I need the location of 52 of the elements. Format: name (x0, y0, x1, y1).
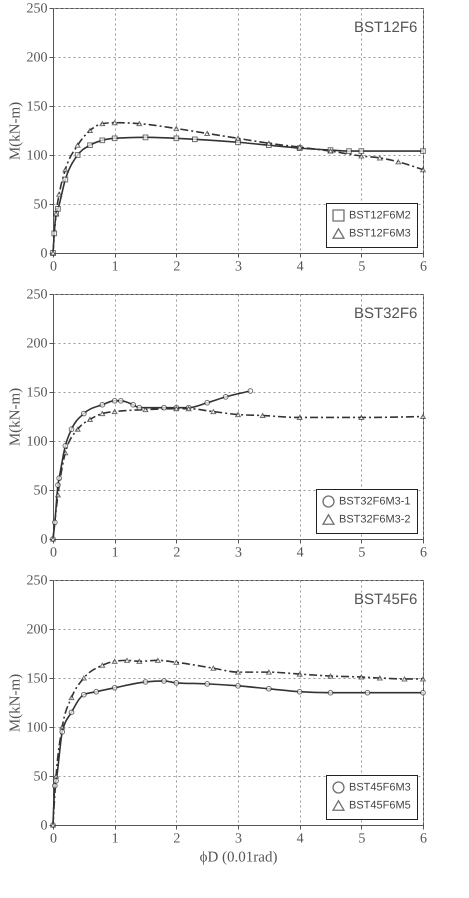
y-tick-label: 250 (26, 288, 48, 302)
text: BST12F6 (354, 19, 418, 36)
x-tick-label: 0 (50, 546, 57, 560)
x-tick-label: 2 (173, 260, 180, 274)
legend-label: BST12F6M2 (349, 210, 411, 222)
x-tick-label: 0 (50, 832, 57, 846)
y-tick-label: 0 (40, 818, 48, 834)
x-tick-label: 2 (173, 546, 180, 560)
x-tick-label: 3 (235, 260, 242, 274)
x-tick-label: 1 (112, 832, 119, 846)
legend-label: BST12F6M3 (349, 228, 411, 240)
legend-label: BST32F6M3-1 (339, 496, 411, 508)
y-tick-label: 50 (34, 484, 48, 498)
x-tick-label: 3 (235, 546, 242, 560)
y-tick-label: 250 (26, 2, 48, 16)
y-tick-label: 150 (26, 386, 48, 400)
y-tick-label: 200 (26, 50, 48, 66)
legend-label: BST32F6M3-2 (339, 514, 411, 526)
x-tick-label: 5 (358, 546, 366, 560)
y-axis-title: M(kN-m) (8, 388, 24, 446)
y-tick-label: 50 (34, 770, 48, 784)
y-axis-title: M(kN-m) (8, 102, 24, 160)
x-tick-label: 6 (420, 546, 427, 560)
x-tick-label: 1 (112, 546, 119, 560)
x-tick-label: 3 (235, 832, 242, 846)
x-tick-label: 2 (173, 832, 180, 846)
y-tick-label: 0 (40, 532, 48, 548)
legend-label: BST45F6M3 (349, 782, 411, 794)
x-tick-label: 6 (420, 260, 427, 274)
y-tick-label: 100 (26, 434, 48, 450)
y-axis-title: M(kN-m) (8, 674, 24, 732)
x-tick-label: 0 (50, 260, 57, 274)
x-tick-label: 4 (296, 546, 304, 560)
y-tick-label: 250 (26, 574, 48, 588)
y-tick-label: 200 (26, 622, 48, 638)
legend-label: BST45F6M5 (349, 800, 411, 812)
x-tick-label: 4 (296, 260, 304, 274)
x-tick-label: 1 (112, 260, 119, 274)
y-tick-label: 100 (26, 148, 48, 164)
y-tick-label: 150 (26, 672, 48, 686)
y-tick-label: 200 (26, 336, 48, 352)
x-tick-label: 4 (296, 832, 304, 846)
y-tick-label: 0 (40, 246, 48, 262)
text: BST45F6 (354, 591, 418, 608)
x-tick-label: 5 (358, 832, 366, 846)
x-tick-label: 6 (420, 832, 427, 846)
x-axis-title: ϕD (0.01rad) (200, 850, 278, 866)
y-tick-label: 150 (26, 100, 48, 114)
y-tick-label: 100 (26, 720, 48, 736)
y-tick-label: 50 (34, 198, 48, 212)
text: BST32F6 (354, 305, 418, 322)
x-tick-label: 5 (358, 260, 366, 274)
